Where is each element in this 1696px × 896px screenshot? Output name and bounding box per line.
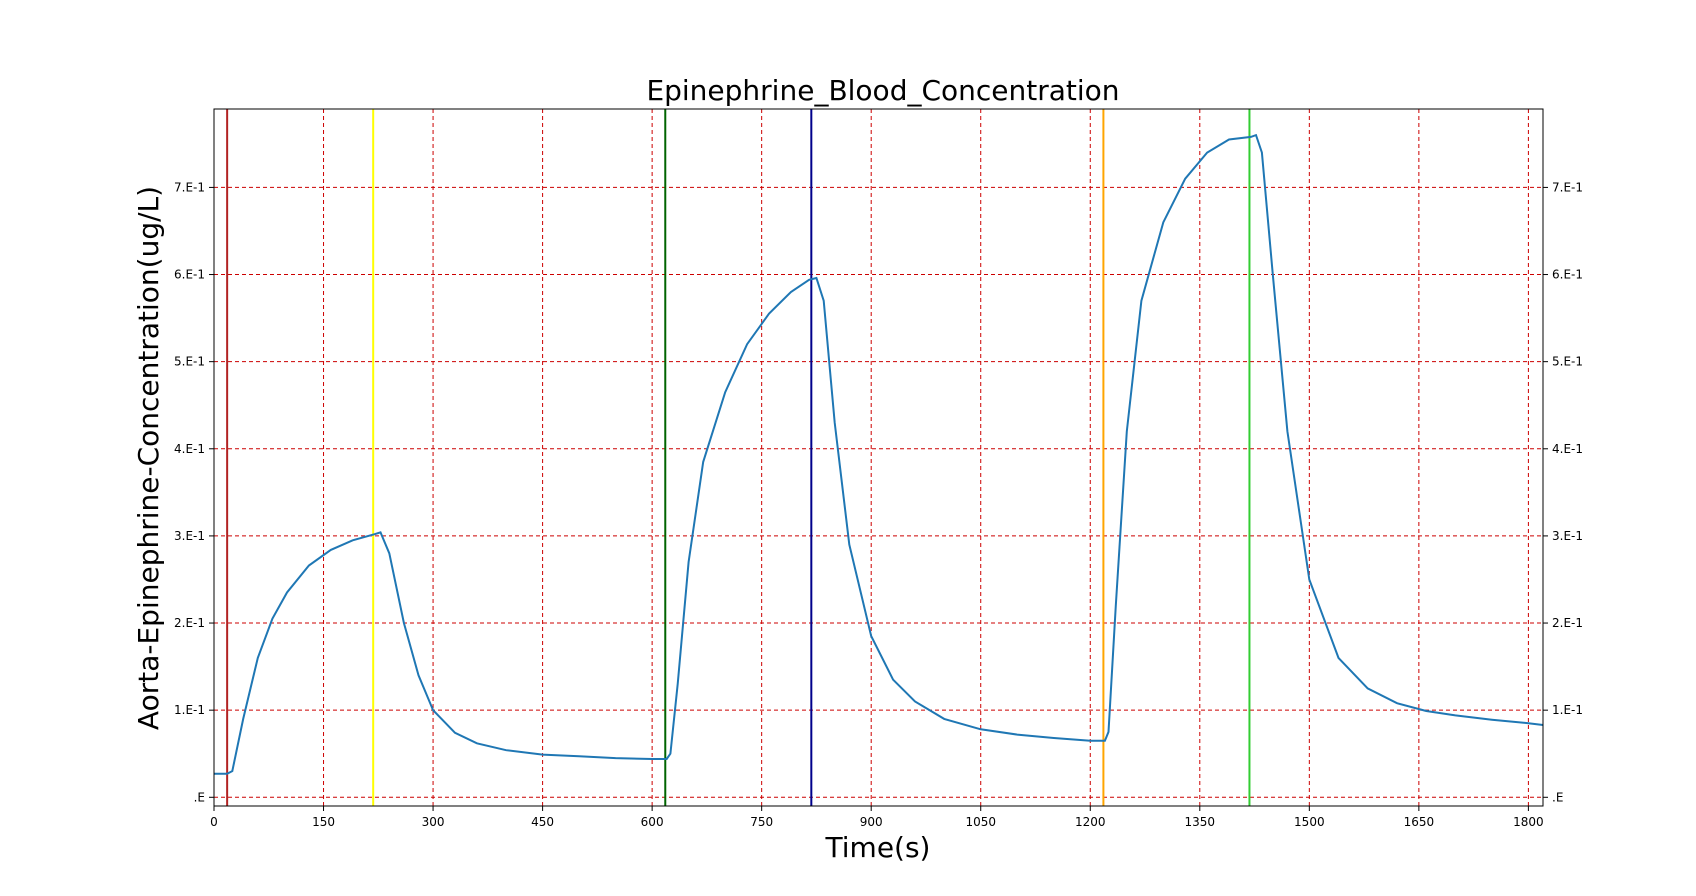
y-tick-label: 4.E-1 bbox=[174, 442, 205, 456]
y-tick-label-right: 3.E-1 bbox=[1552, 529, 1583, 543]
x-tick-label: 450 bbox=[531, 815, 554, 829]
x-tick-label: 1200 bbox=[1075, 815, 1106, 829]
x-tick-label: 1650 bbox=[1404, 815, 1435, 829]
y-tick-label: 1.E-1 bbox=[174, 703, 205, 717]
y-tick-label: 6.E-1 bbox=[174, 268, 205, 282]
event-lines bbox=[226, 109, 1251, 806]
y-tick-label: 3.E-1 bbox=[174, 529, 205, 543]
x-tick-label: 750 bbox=[750, 815, 773, 829]
plot-frame bbox=[213, 108, 1544, 807]
x-tick-label: 1350 bbox=[1185, 815, 1216, 829]
x-axis: 0 150 300 450 600 750 900 1050 1200 1350 1500 1650 1… bbox=[210, 806, 1544, 829]
grid bbox=[213, 109, 1543, 806]
x-tick-label: 300 bbox=[422, 815, 445, 829]
x-tick-label: 600 bbox=[641, 815, 664, 829]
series-group bbox=[214, 133, 1544, 775]
y-axis-right: .E 1.E-1 2.E-1 3.E-1 4.E-1 5.E-1 6.E-1 7.E-1 bbox=[1543, 180, 1583, 804]
y-tick-label-right: 4.E-1 bbox=[1552, 442, 1583, 456]
y-tick-label-right: 2.E-1 bbox=[1552, 616, 1583, 630]
chart-title: Epinephrine_Blood_Concentration bbox=[646, 74, 1119, 107]
x-tick-label: 1500 bbox=[1294, 815, 1325, 829]
y-tick-label-right: 1.E-1 bbox=[1552, 703, 1583, 717]
y-axis-left: .E 1.E-1 2.E-1 3.E-1 4.E-1 5.E-1 6.E-1 7.E-1 bbox=[174, 180, 214, 804]
y-tick-label-right: 7.E-1 bbox=[1552, 180, 1583, 194]
y-tick-label: .E bbox=[194, 790, 205, 804]
x-tick-label: 900 bbox=[860, 815, 883, 829]
y-tick-label-right: 6.E-1 bbox=[1552, 268, 1583, 282]
x-axis-label: Time(s) bbox=[825, 831, 931, 864]
y-tick-label-right: 5.E-1 bbox=[1552, 355, 1583, 369]
y-tick-label: 5.E-1 bbox=[174, 355, 205, 369]
x-tick-label: 0 bbox=[210, 815, 218, 829]
y-tick-label: 7.E-1 bbox=[174, 180, 205, 194]
x-tick-label: 150 bbox=[312, 815, 335, 829]
x-tick-label: 1050 bbox=[965, 815, 996, 829]
x-tick-label: 1800 bbox=[1513, 815, 1544, 829]
y-tick-label-right: .E bbox=[1552, 790, 1563, 804]
y-axis-label: Aorta-Epinephrine-Concentration(ug/L) bbox=[132, 186, 165, 730]
y-tick-label: 2.E-1 bbox=[174, 616, 205, 630]
series-line bbox=[214, 133, 1544, 775]
